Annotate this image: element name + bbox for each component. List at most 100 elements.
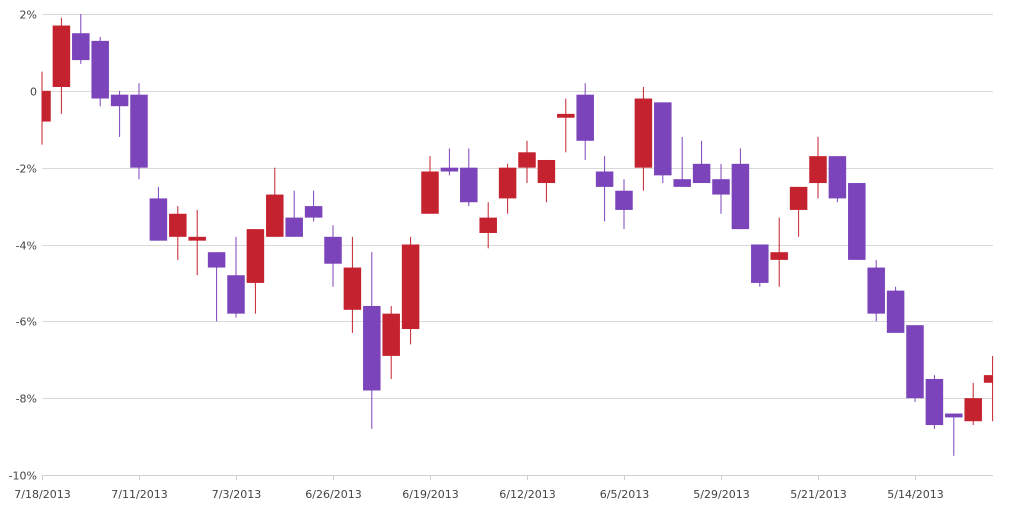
candle-body [809,156,827,184]
candle [848,183,866,260]
candle-body [654,102,672,176]
candle [964,382,982,426]
candle [324,225,342,287]
candle [692,140,711,184]
candle [925,375,944,429]
candle-body [731,163,750,230]
x-tick-label: 5/14/2013 [887,488,943,501]
candles [41,14,994,456]
candle-body [246,229,265,283]
y-tick-label: 0 [30,86,37,99]
candle [557,98,575,153]
candle [886,286,905,333]
candle-body [207,252,226,268]
candle [91,37,109,107]
candle-body [401,244,420,330]
candle [72,14,90,64]
candle [149,186,168,241]
candle [41,71,51,145]
candle-body [324,236,342,264]
candle-body [421,171,439,214]
candle-body [518,152,536,168]
candle [789,186,808,237]
candle [440,148,459,176]
candle-body [130,94,148,168]
candle-body [925,378,944,426]
candle-body [304,206,323,218]
candle-body [537,159,556,184]
candle [227,236,245,318]
candle-body [576,94,594,141]
candle-body [634,98,653,168]
candle-body [266,194,284,237]
x-tick-label: 5/21/2013 [790,488,846,501]
x-tick-label: 7/11/2013 [111,488,167,501]
candle-body [460,167,478,203]
candle-body [906,325,924,399]
candle [110,90,129,137]
x-tick-label: 6/12/2013 [499,488,555,501]
candle-body [945,413,963,418]
candle [246,229,265,314]
y-tick-label: -10% [9,470,37,483]
candle-body [751,244,769,283]
y-tick-label: 2% [20,9,37,22]
x-axis: 7/18/2013 7/11/2013 7/3/2013 6/26/2013 6/19/… [14,475,944,501]
candle-body [91,40,109,99]
candle-body [440,167,459,172]
candle [285,190,303,237]
candle-body [479,217,497,233]
y-tick-label: -2% [16,163,37,176]
x-tick-label: 5/29/2013 [693,488,749,501]
candle-body [227,275,245,314]
y-tick-label: -8% [16,393,37,406]
candle [343,236,362,333]
candle [52,17,71,114]
candle [363,252,381,429]
candle [207,252,226,322]
candle [382,305,400,379]
candle [537,159,556,203]
candle-body [72,33,90,61]
candle-body [343,267,362,310]
y-axis-labels: 2% 0 -2% -4% -6% -8% -10% [9,9,37,483]
candle [130,83,148,180]
candle [615,179,633,230]
candle [304,190,323,222]
candle-body [52,25,71,87]
candle [731,148,750,230]
candle [673,136,691,187]
x-tick-label: 7/18/2013 [14,488,70,501]
candle [188,209,206,276]
x-tick-label: 6/26/2013 [305,488,361,501]
y-tick-label: -4% [16,240,37,253]
candle-body [595,171,614,187]
candle [498,163,517,214]
candle [421,156,439,214]
candle-body [770,252,788,260]
candle-body [867,267,885,314]
candle [401,236,420,345]
x-tick-label: 6/19/2013 [402,488,458,501]
candle [479,202,497,249]
candle [518,140,536,184]
candle [576,83,594,160]
candle [654,102,672,184]
candle-body [363,305,381,391]
candle [634,86,653,191]
candle-body [964,398,982,422]
candle-body [692,163,711,184]
x-tick-label: 7/3/2013 [212,488,261,501]
candle-body [983,375,993,383]
candle [983,355,994,422]
candle-body [188,236,206,241]
candle-body [828,156,847,199]
candle [809,136,827,199]
candle [266,167,284,237]
y-tick-label: -6% [16,316,37,329]
candle [770,217,788,287]
candle-body [149,198,168,241]
candle-body [169,213,187,237]
